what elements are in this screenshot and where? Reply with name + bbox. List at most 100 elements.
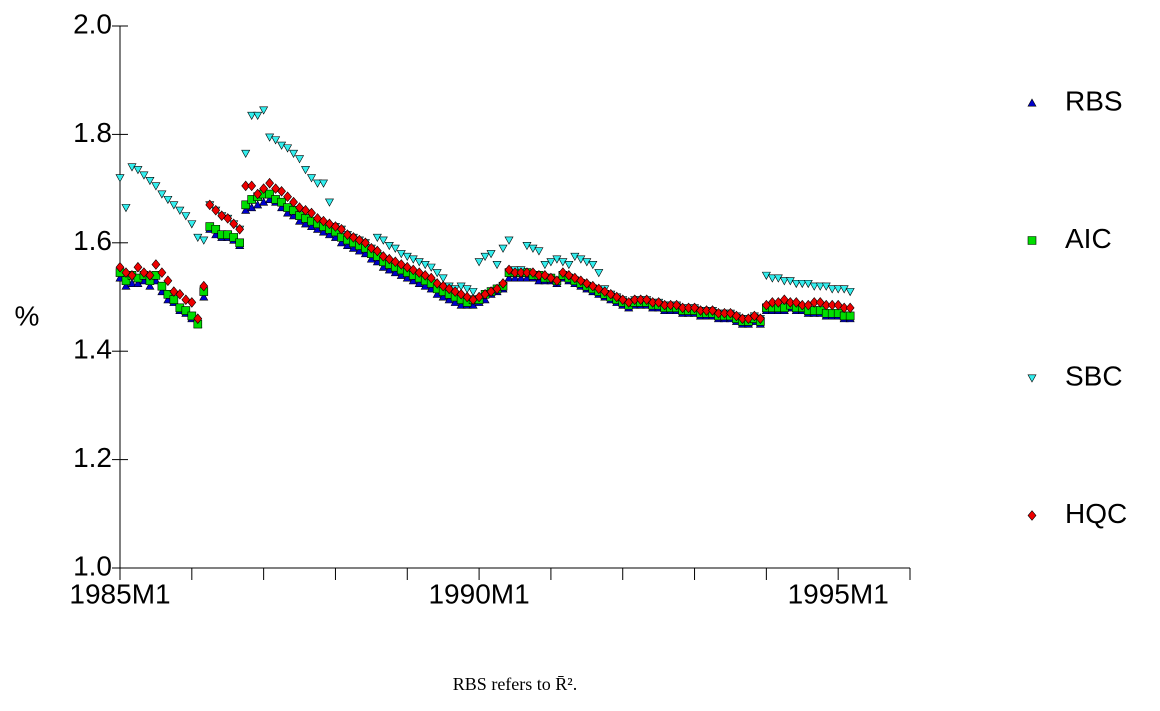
point <box>145 270 155 281</box>
point <box>187 220 197 229</box>
note: RBS refers to R̄². <box>453 674 577 694</box>
point <box>738 313 747 324</box>
legend-marker <box>1027 510 1037 521</box>
point <box>672 299 681 311</box>
point <box>408 264 418 276</box>
legend-marker <box>1027 98 1037 107</box>
point <box>396 259 406 270</box>
y-tick-label: 1.8 <box>73 117 112 148</box>
point <box>696 305 705 316</box>
point <box>588 260 598 270</box>
point <box>235 223 245 235</box>
point <box>175 206 185 215</box>
point <box>145 281 155 290</box>
point <box>121 204 131 213</box>
point <box>821 299 831 311</box>
y-tick-label: 1.2 <box>73 442 112 473</box>
point <box>791 279 801 289</box>
point <box>199 292 209 301</box>
point <box>582 258 592 267</box>
point <box>791 297 801 308</box>
point <box>223 213 233 224</box>
y-axis-label: % <box>15 300 40 331</box>
point <box>139 171 149 180</box>
point <box>372 245 382 257</box>
point <box>402 252 412 261</box>
point <box>462 285 472 294</box>
point <box>750 310 759 322</box>
point <box>277 186 286 197</box>
point <box>498 278 508 289</box>
point <box>702 305 711 316</box>
point <box>809 282 819 291</box>
point <box>402 261 412 273</box>
point <box>133 166 143 175</box>
point <box>235 238 244 248</box>
point <box>492 283 502 295</box>
point <box>253 111 263 121</box>
point <box>438 274 448 283</box>
point <box>827 285 837 294</box>
point <box>486 250 496 259</box>
point <box>283 191 292 202</box>
point <box>785 277 795 286</box>
point <box>534 247 544 256</box>
point <box>785 297 795 308</box>
point <box>468 288 478 297</box>
point <box>133 261 143 273</box>
point <box>432 278 442 289</box>
point <box>241 205 251 214</box>
point <box>355 234 364 246</box>
point <box>115 261 125 273</box>
point <box>827 299 837 311</box>
point <box>384 242 394 251</box>
point <box>552 275 562 287</box>
legend-label: SBC <box>1065 360 1123 391</box>
point <box>205 199 215 211</box>
point <box>773 274 783 283</box>
point <box>378 236 388 245</box>
point <box>761 271 771 280</box>
point <box>157 267 167 278</box>
point <box>648 297 658 308</box>
point <box>839 302 849 314</box>
point <box>151 259 161 270</box>
point <box>175 289 185 300</box>
point <box>570 272 580 284</box>
point <box>193 313 203 324</box>
point <box>426 272 436 284</box>
point <box>708 305 717 316</box>
point <box>121 281 131 290</box>
point <box>492 260 502 270</box>
point <box>133 278 143 287</box>
point <box>325 218 334 230</box>
point <box>558 267 568 278</box>
point <box>516 267 526 278</box>
legend-label: HQC <box>1065 498 1127 529</box>
point <box>265 133 275 142</box>
point <box>839 285 849 294</box>
point <box>289 196 298 208</box>
point <box>318 179 328 188</box>
point <box>821 282 831 291</box>
point <box>163 275 173 287</box>
point <box>594 283 604 295</box>
point <box>570 252 580 261</box>
point <box>845 311 855 321</box>
point <box>145 176 155 186</box>
point <box>187 297 197 308</box>
point <box>534 270 544 281</box>
point <box>833 285 843 294</box>
point <box>450 286 460 297</box>
point <box>312 179 323 188</box>
y-tick-label: 1.6 <box>73 225 112 256</box>
point <box>546 258 556 267</box>
point <box>289 149 299 158</box>
point <box>127 163 137 172</box>
point <box>594 269 604 278</box>
point <box>247 180 257 192</box>
point <box>360 237 370 249</box>
point <box>259 106 269 115</box>
point <box>337 223 346 235</box>
